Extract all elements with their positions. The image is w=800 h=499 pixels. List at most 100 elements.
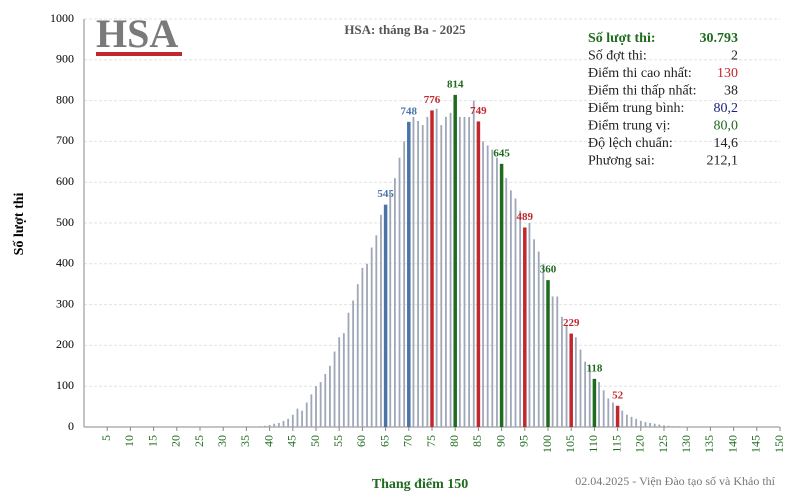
bar xyxy=(565,325,568,427)
logo-underline xyxy=(96,52,182,56)
x-tick-label: 100 xyxy=(540,435,554,453)
bar xyxy=(588,365,591,427)
bar xyxy=(412,116,415,428)
bar xyxy=(296,408,299,427)
stat-label: Số lượt thi: xyxy=(588,31,656,46)
data-label: 52 xyxy=(612,389,624,401)
logo: HSA xyxy=(96,11,178,56)
x-tick-label: 40 xyxy=(261,435,275,447)
bar xyxy=(658,424,661,427)
bar xyxy=(482,141,484,427)
data-label: 489 xyxy=(517,211,534,223)
bar xyxy=(375,235,378,427)
x-tick-label: 115 xyxy=(609,435,623,453)
x-tick-label: 75 xyxy=(424,435,438,447)
stat-label: Số đợt thi: xyxy=(588,49,647,64)
bar xyxy=(677,426,679,427)
x-tick-label: 110 xyxy=(586,435,600,453)
x-tick-label: 5 xyxy=(99,435,113,441)
y-axis-label: Số lượt thi xyxy=(12,192,27,255)
x-tick-label: 10 xyxy=(122,435,136,447)
bar xyxy=(407,121,411,427)
bar xyxy=(421,125,424,427)
data-label: 748 xyxy=(401,105,418,117)
bar xyxy=(602,390,605,427)
x-tick-label: 20 xyxy=(169,435,183,447)
bar xyxy=(672,426,675,427)
y-tick-label: 100 xyxy=(56,378,74,392)
bar xyxy=(319,382,322,427)
bar xyxy=(499,163,504,427)
bar xyxy=(282,420,285,427)
chart-title: HSA: tháng Ba - 2025 xyxy=(344,22,466,37)
stat-label: Điểm trung bình: xyxy=(588,101,684,116)
bar xyxy=(301,410,303,427)
x-tick-label: 15 xyxy=(145,435,159,447)
bar xyxy=(389,190,392,427)
stat-label: Độ lệch chuẩn: xyxy=(588,136,673,151)
bar xyxy=(639,420,642,427)
x-tick-label: 35 xyxy=(238,435,252,447)
bar xyxy=(287,418,290,427)
bar xyxy=(537,251,540,427)
bar xyxy=(453,94,457,427)
bar xyxy=(556,296,559,427)
bar xyxy=(663,425,665,427)
x-tick-label: 80 xyxy=(447,435,461,447)
y-tick-label: 700 xyxy=(56,133,74,147)
bar xyxy=(445,116,447,428)
bar xyxy=(486,145,489,428)
bar xyxy=(612,402,614,427)
bar xyxy=(370,247,373,427)
bar xyxy=(476,121,481,428)
y-tick-label: 300 xyxy=(56,296,74,310)
data-label: 360 xyxy=(540,264,557,276)
data-label: 814 xyxy=(447,78,464,90)
x-tick-label: 55 xyxy=(331,435,345,447)
bar xyxy=(621,410,624,427)
stat-value: 14,6 xyxy=(714,136,739,151)
x-tick-label: 135 xyxy=(702,435,716,453)
x-tick-label: 130 xyxy=(679,435,693,453)
bar xyxy=(268,424,271,427)
bar xyxy=(305,402,308,427)
x-tick-label: 140 xyxy=(725,435,739,453)
stat-label: Điểm thi cao nhất: xyxy=(588,66,692,81)
bar xyxy=(291,414,294,427)
bar xyxy=(615,405,620,427)
bar xyxy=(383,204,388,427)
bar xyxy=(561,316,563,427)
stat-label: Điểm trung vị: xyxy=(588,119,670,134)
x-tick-label: 145 xyxy=(749,435,763,453)
bar xyxy=(458,116,461,428)
bar xyxy=(361,267,364,427)
bar xyxy=(528,223,531,427)
bar xyxy=(435,108,438,427)
data-label: 118 xyxy=(586,362,602,374)
x-tick-label: 70 xyxy=(401,435,415,447)
bar xyxy=(347,312,350,427)
bar xyxy=(635,418,638,427)
data-label: 229 xyxy=(563,317,580,329)
x-tick-label: 95 xyxy=(517,435,531,447)
x-tick-label: 150 xyxy=(772,435,786,453)
bar xyxy=(352,300,355,427)
bar xyxy=(667,425,670,427)
x-tick-label: 105 xyxy=(563,435,577,453)
data-label: 645 xyxy=(493,147,510,159)
x-tick-label: 50 xyxy=(308,435,322,447)
bar xyxy=(333,351,336,427)
stat-label: Điểm thi thấp nhất: xyxy=(588,84,696,99)
bar xyxy=(574,337,577,427)
data-label: 749 xyxy=(470,105,487,117)
bar xyxy=(380,214,382,427)
bar xyxy=(277,422,280,427)
x-tick-label: 125 xyxy=(656,435,670,453)
bar xyxy=(579,349,582,427)
bar xyxy=(496,157,498,427)
y-tick-label: 0 xyxy=(68,419,74,433)
stat-value: 2 xyxy=(731,49,738,64)
x-tick-label: 85 xyxy=(470,435,484,447)
bar xyxy=(519,210,522,427)
bar xyxy=(468,116,471,428)
